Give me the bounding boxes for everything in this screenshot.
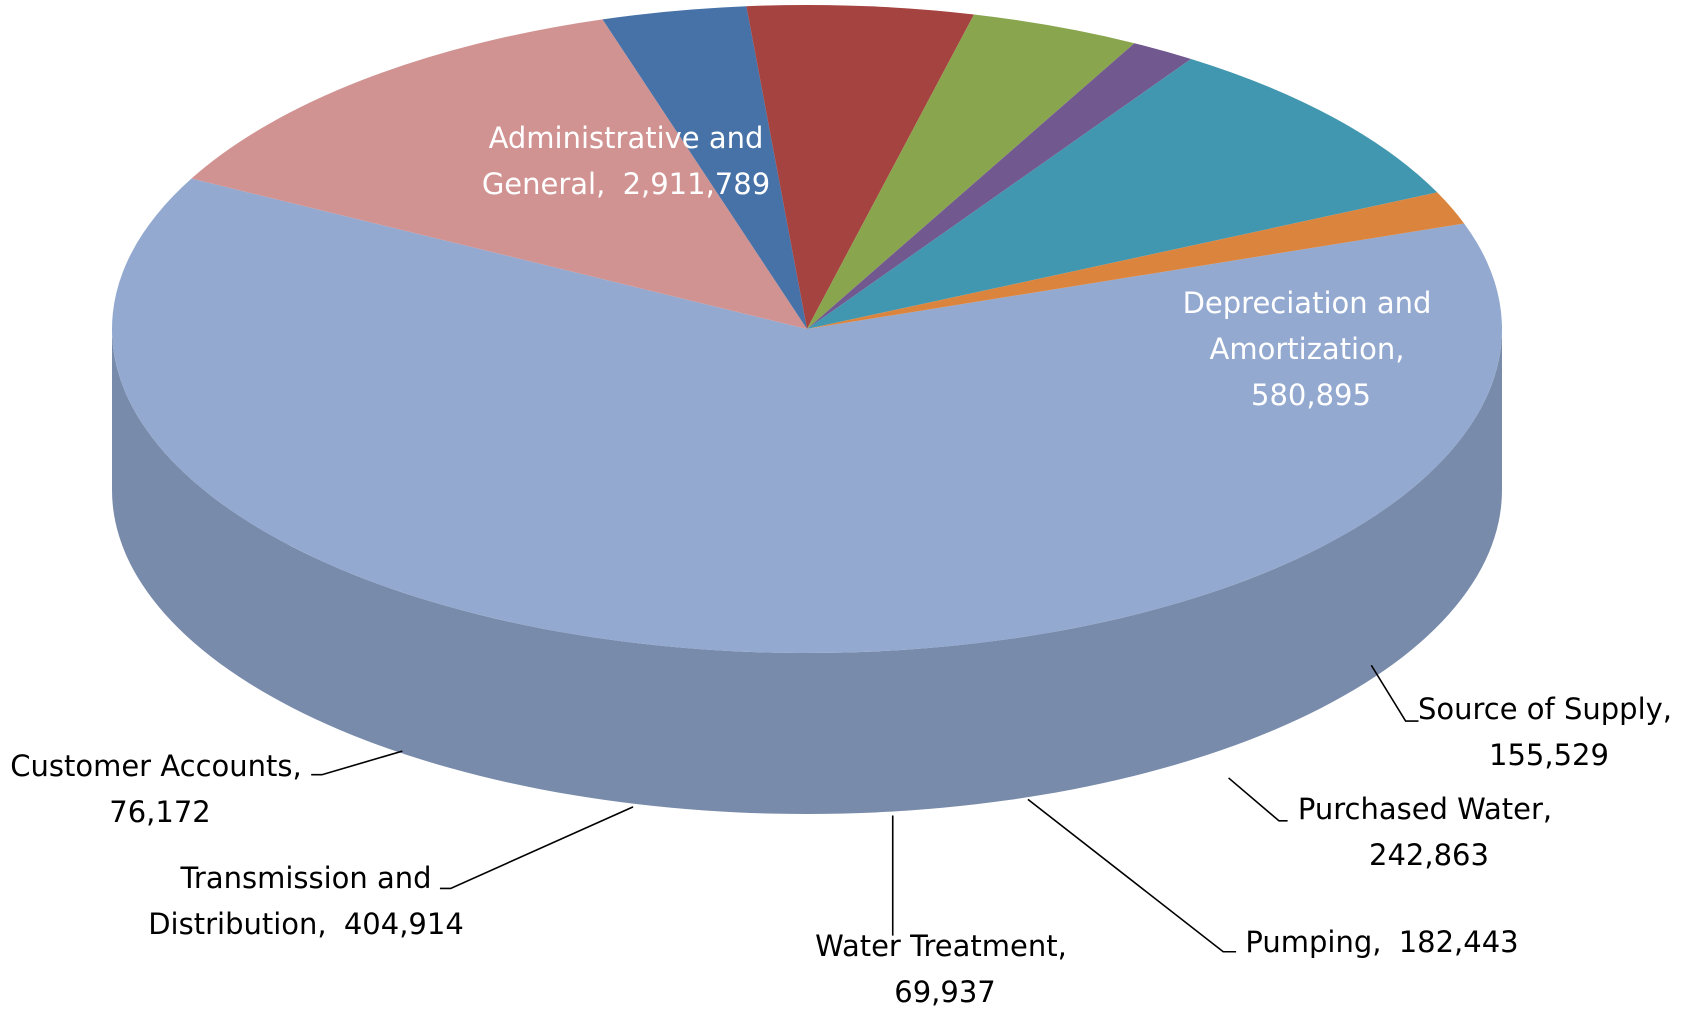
value-label: 155,529 — [1489, 738, 1609, 772]
data-label: Source of Supply, 155,529 — [1415, 686, 1675, 778]
data-label: Depreciation and Amortization, 580,895 — [1167, 280, 1447, 418]
leader-line — [1228, 777, 1288, 822]
leader-line — [1370, 664, 1419, 722]
leader-line — [1027, 798, 1237, 953]
category-label: Depreciation and Amortization, — [1182, 286, 1432, 366]
category-label: Customer Accounts, — [10, 749, 302, 783]
slice — [746, 5, 974, 330]
value-label: 76,172 — [109, 795, 211, 829]
data-label: Purchased Water, 242,863 — [1285, 786, 1565, 878]
value-label: 69,937 — [894, 975, 996, 1009]
category-label: Source of Supply, — [1417, 692, 1673, 726]
category-label: Administrative and General, — [481, 121, 764, 201]
category-label: Transmission and Distribution, — [148, 861, 432, 941]
slice — [807, 14, 1135, 329]
value-label: 242,863 — [1369, 838, 1489, 872]
data-label: Water Treatment, 69,937 — [791, 923, 1091, 1015]
data-label: Administrative and General, 2,911,789 — [461, 115, 791, 207]
value-label: 182,443 — [1398, 925, 1519, 959]
slice — [807, 43, 1192, 329]
data-label: Transmission and Distribution, 404,914 — [136, 855, 476, 947]
slice — [807, 58, 1438, 330]
leader-line — [439, 806, 634, 890]
category-label: Purchased Water, — [1297, 792, 1553, 826]
slice — [807, 192, 1465, 329]
category-label: Pumping, — [1245, 925, 1382, 959]
category-label: Water Treatment, — [815, 929, 1067, 963]
data-label: Pumping, 182,443 — [1212, 919, 1552, 965]
slice — [111, 178, 1502, 653]
value-label: 404,914 — [343, 907, 464, 941]
value-label: 2,911,789 — [622, 167, 771, 201]
slice — [602, 6, 807, 329]
value-label: 580,895 — [1251, 378, 1371, 412]
slice-side — [112, 329, 1502, 814]
slice — [191, 19, 807, 329]
leader-line — [311, 750, 403, 776]
data-label: Customer Accounts, 76,172 — [6, 743, 306, 835]
